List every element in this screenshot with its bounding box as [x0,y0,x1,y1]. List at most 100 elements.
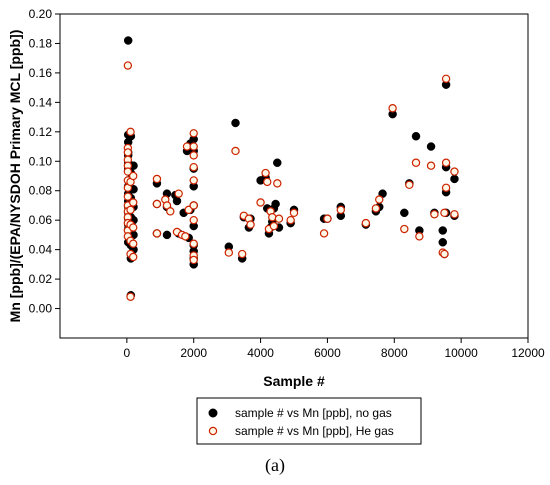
data-point [189,176,198,185]
data-point [152,229,162,238]
y-tick-label: 0.04 [29,243,53,257]
x-tick-label: 12000 [511,346,545,360]
data-point [440,208,449,218]
y-tick-label: 0.00 [29,302,53,316]
y-tick-label: 0.08 [29,184,53,198]
data-point [129,223,138,232]
y-tick-label: 0.06 [29,213,53,227]
data-point [371,204,381,213]
series-no-gas [123,36,459,300]
data-point [189,215,198,225]
data-point [261,168,270,178]
legend-marker-he-gas [208,426,218,436]
series-he-gas [123,61,459,301]
data-point [129,171,138,181]
data-point [375,195,384,204]
data-point [152,174,162,184]
x-axis-ticks: 0 2000 4000 6000 8000 10000 12000 [124,338,545,360]
data-point [438,238,448,247]
plot-area: 0 2000 4000 6000 8000 10000 12000 0.00 0.02 0.04… [29,7,545,360]
data-point [123,61,133,70]
data-point [129,239,138,248]
data-point [405,180,414,190]
data-point [256,198,265,207]
data-point [411,158,421,167]
data-point [273,179,282,188]
data-point [123,148,133,157]
data-point [286,215,295,225]
y-tick-label: 0.16 [29,66,53,80]
data-point [189,239,198,248]
data-point [441,74,451,84]
data-point [126,205,135,215]
legend: sample # vs Mn [ppb], no gas sample # vs… [196,397,422,445]
data-point [162,230,172,240]
data-point [166,207,175,216]
data-point [129,252,138,262]
y-tick-label: 0.02 [29,272,53,286]
x-axis-title: Sample # [263,373,325,389]
data-point [126,292,135,301]
data-point [269,221,279,231]
y-tick-label: 0.10 [29,154,53,168]
data-point [268,213,277,222]
data-point [415,232,424,241]
x-tick-label: 2000 [180,346,207,360]
data-point [123,192,133,201]
data-point [440,249,449,259]
data-point [336,205,345,215]
y-axis-title: Mn [ppb]/(EPA/NYSDOH Primary MCL [ppb]) [7,30,23,323]
data-point [189,129,198,138]
data-point [388,104,397,113]
data-point [323,214,332,223]
data-point [450,174,459,184]
data-point [172,196,182,206]
data-point [189,142,198,151]
y-tick-label: 0.14 [29,95,53,109]
data-point [289,208,299,218]
data-point [224,248,234,257]
data-point [450,167,459,176]
data-point [152,199,162,209]
x-tick-label: 10000 [444,346,478,360]
data-point [231,146,240,156]
data-point [319,229,329,238]
data-point [426,142,436,151]
x-tick-label: 6000 [314,346,341,360]
y-tick-label: 0.20 [29,7,53,21]
data-point [271,199,280,209]
data-point [126,127,135,137]
data-point [189,255,198,265]
data-point [274,214,284,223]
data-point [400,208,409,218]
data-point [426,161,436,170]
data-point [189,151,198,160]
figure-caption: (a) [265,455,285,476]
legend-marker-no-gas [208,408,218,418]
data-point [129,198,138,207]
data-point [123,36,133,45]
x-tick-label: 8000 [381,346,408,360]
y-axis-ticks: 0.00 0.02 0.04 0.06 0.08 0.10 0.12 0.14 0.16 0.18… [29,7,60,316]
y-tick-label: 0.18 [29,36,53,50]
data-point [174,189,183,198]
data-point [411,131,421,141]
data-point [123,167,133,176]
data-point [441,183,451,192]
data-point [441,158,451,167]
x-tick-label: 4000 [247,346,274,360]
data-point [231,118,240,128]
data-point [273,158,282,167]
legend-label-no-gas: sample # vs Mn [ppb], no gas [235,406,392,420]
legend-label-he-gas: sample # vs Mn [ppb], He gas [235,424,394,438]
data-point [237,249,247,259]
data-point [361,218,371,228]
data-point [430,210,439,219]
data-point [400,224,409,234]
data-point [189,201,198,210]
data-point [246,220,255,229]
data-point [181,232,190,241]
x-tick-label: 0 [124,346,131,360]
plot-frame [59,13,529,339]
